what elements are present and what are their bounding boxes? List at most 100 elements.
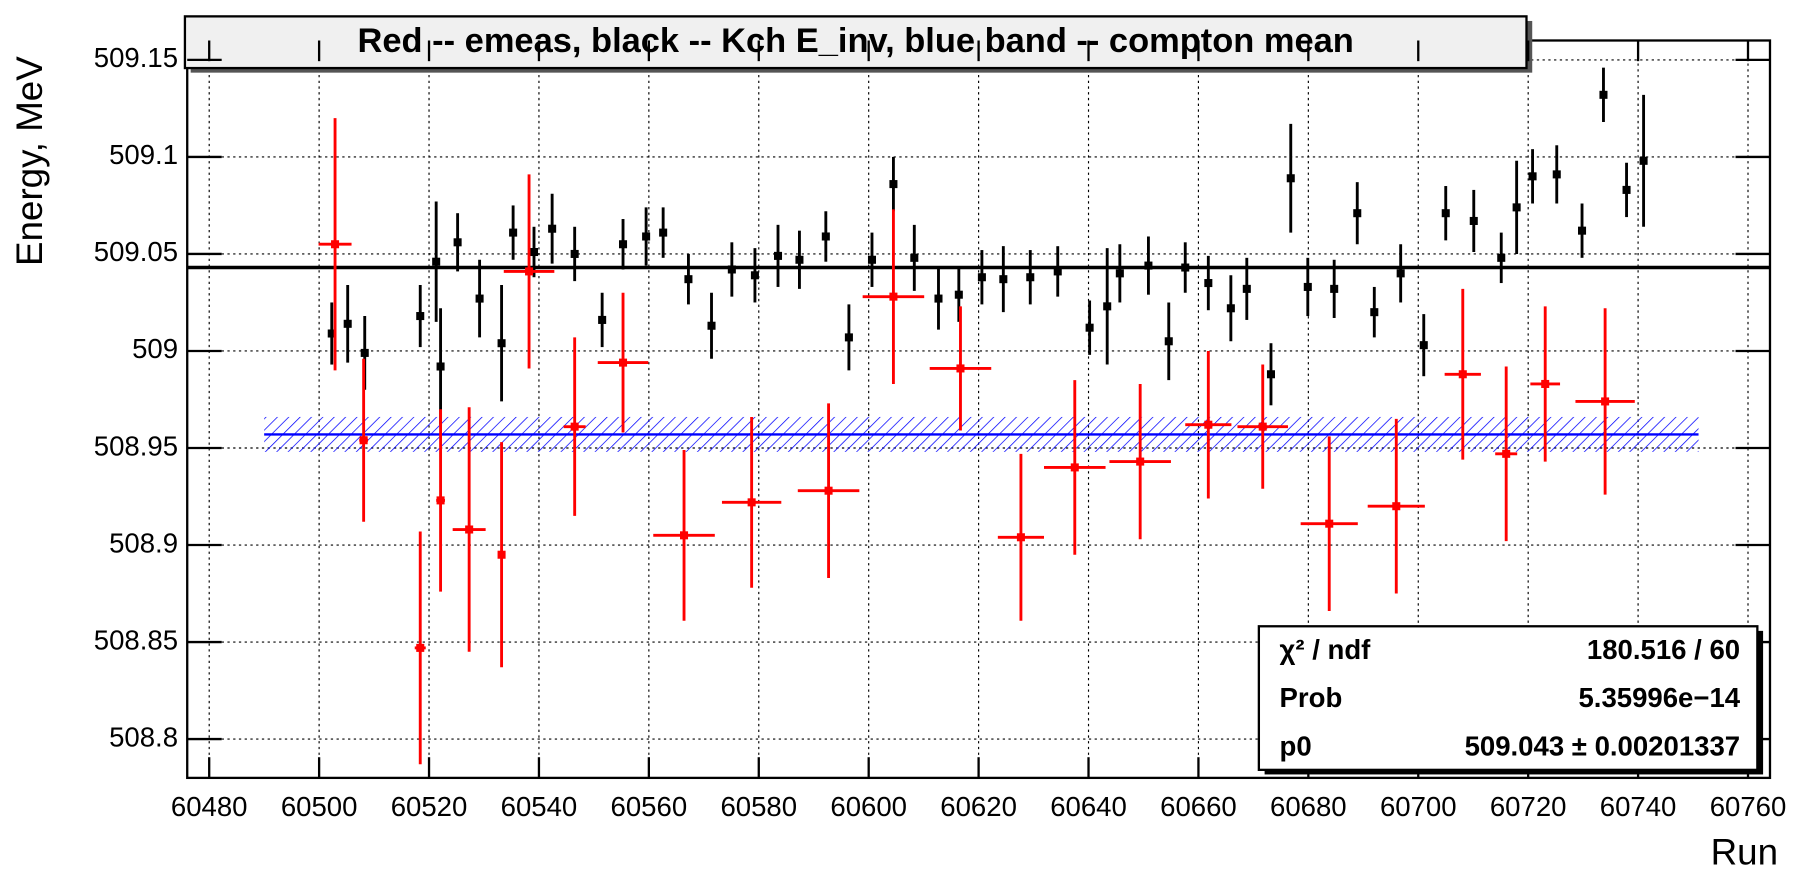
stats-value: 509.043 ± 0.00201337 (1465, 730, 1741, 761)
marker (1204, 420, 1213, 429)
marker (867, 255, 877, 264)
x-tick-label: 60700 (1380, 791, 1457, 822)
x-tick-label: 60500 (281, 791, 358, 822)
marker (570, 249, 579, 258)
x-tick-label: 60540 (501, 791, 578, 822)
marker (727, 265, 736, 274)
stats-label: p0 (1280, 730, 1312, 761)
x-tick-label: 60580 (720, 791, 797, 822)
y-tick-label: 509.15 (94, 42, 178, 73)
stats-box: χ² / ndf 180.516 / 60 Prob 5.35996e−14 p0 509… (1257, 625, 1764, 775)
marker (889, 292, 898, 301)
marker (570, 422, 579, 431)
marker (1026, 273, 1035, 282)
marker (977, 273, 986, 282)
y-axis-title: Energy, MeV (9, 56, 50, 266)
marker (1266, 370, 1275, 379)
y-tick-label: 508.85 (94, 624, 178, 655)
marker (954, 290, 963, 299)
marker (509, 228, 518, 237)
marker (529, 247, 539, 257)
marker (1528, 172, 1537, 181)
marker (465, 525, 474, 534)
marker (360, 348, 369, 357)
marker (1144, 261, 1153, 270)
x-tick-label: 60760 (1710, 791, 1787, 822)
marker (359, 436, 368, 445)
marker (747, 498, 756, 507)
marker (910, 253, 919, 262)
marker (750, 271, 759, 280)
y-tick-label: 508.8 (109, 721, 178, 752)
stats-value: 5.35996e−14 (1578, 682, 1740, 713)
marker (1325, 519, 1334, 528)
marker (1204, 279, 1213, 288)
marker (1601, 397, 1610, 406)
marker (956, 364, 965, 373)
marker (416, 312, 425, 321)
marker (1622, 185, 1631, 194)
marker (1053, 267, 1062, 276)
marker (795, 255, 804, 264)
stats-label: Prob (1280, 682, 1343, 713)
marker (598, 315, 607, 324)
x-tick-label: 60640 (1050, 791, 1127, 822)
marker (680, 531, 689, 540)
marker (497, 339, 506, 348)
marker (432, 257, 441, 266)
marker (1016, 533, 1025, 542)
marker (1330, 284, 1339, 293)
marker (1136, 457, 1145, 466)
marker (1497, 253, 1506, 262)
marker (684, 275, 693, 284)
marker (475, 294, 484, 303)
marker (497, 550, 506, 559)
x-tick-label: 60600 (830, 791, 907, 822)
marker (1353, 209, 1362, 218)
marker (1085, 323, 1094, 332)
marker (619, 240, 628, 249)
marker (1226, 304, 1235, 313)
marker (1303, 282, 1312, 291)
y-tick-label: 509 (132, 333, 178, 364)
marker (889, 180, 898, 189)
y-tick-label: 508.95 (94, 430, 178, 461)
marker (1639, 156, 1648, 165)
marker (619, 358, 628, 367)
x-tick-label: 60620 (940, 791, 1017, 822)
x-tick-label: 60480 (171, 791, 248, 822)
marker (1258, 422, 1267, 431)
marker (1115, 269, 1124, 278)
marker (659, 228, 668, 237)
x-tick-label: 60720 (1490, 791, 1567, 822)
marker (1242, 284, 1251, 293)
marker (331, 240, 340, 249)
marker (821, 232, 830, 241)
x-tick-label: 60560 (611, 791, 688, 822)
stats-label: χ² / ndf (1280, 634, 1372, 665)
marker (343, 319, 352, 328)
title-box (183, 15, 1528, 70)
marker (1441, 209, 1450, 218)
marker (934, 294, 943, 303)
marker (1164, 337, 1173, 346)
marker (1541, 379, 1550, 388)
x-tick-label: 60520 (391, 791, 468, 822)
marker (1392, 502, 1401, 511)
marker (1370, 308, 1379, 317)
x-tick-label: 60680 (1270, 791, 1347, 822)
marker (999, 275, 1008, 284)
y-tick-label: 509.05 (94, 236, 178, 267)
marker (525, 267, 534, 276)
marker (1552, 170, 1561, 179)
marker (1419, 341, 1428, 350)
stats-panel (1257, 625, 1759, 771)
marker (1578, 226, 1587, 235)
marker (416, 643, 425, 652)
marker (1599, 90, 1608, 99)
chart-title: Red -- emeas, black -- Kch E_inv, blue b… (358, 22, 1354, 60)
marker (844, 333, 853, 342)
marker (453, 238, 462, 247)
